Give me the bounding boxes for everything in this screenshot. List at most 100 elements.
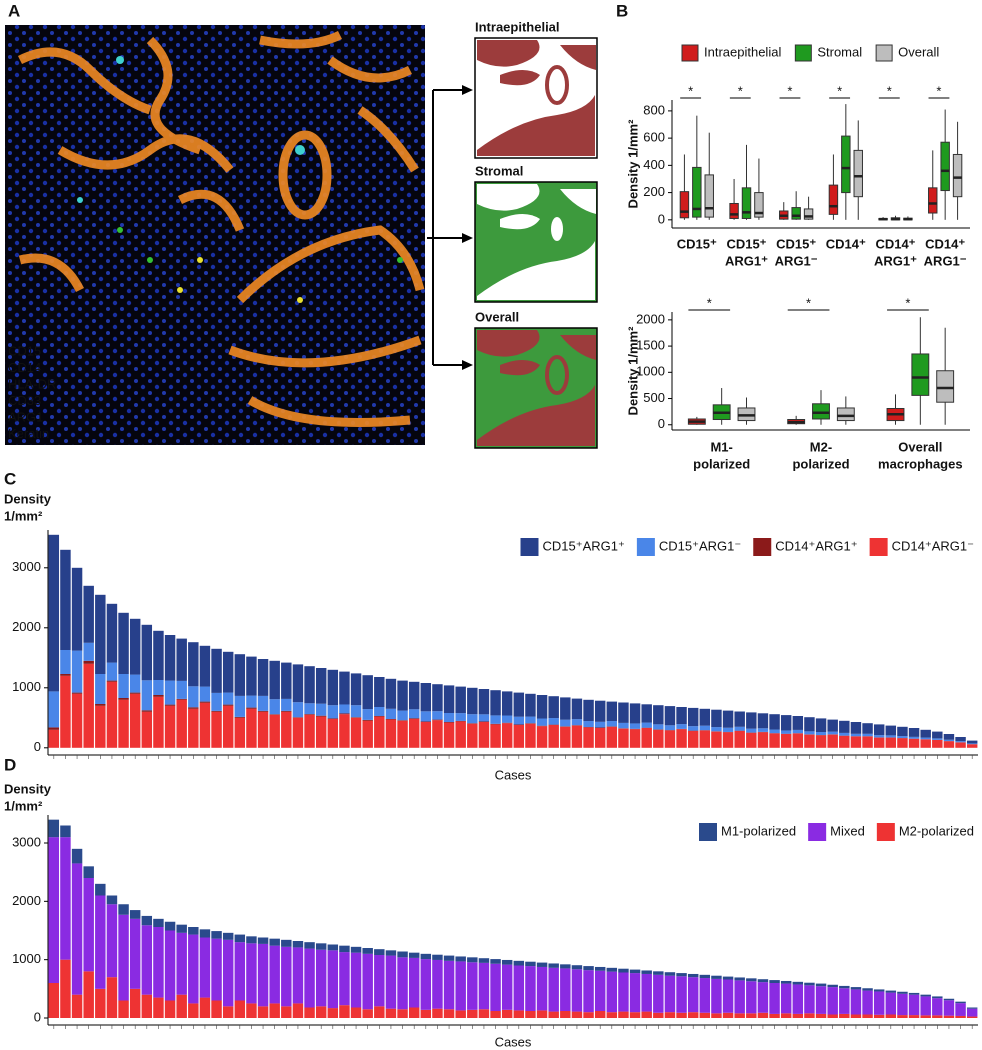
x-tick-label: ARG1⁻ bbox=[924, 253, 967, 268]
bar-segment bbox=[106, 680, 118, 682]
bar-segment bbox=[490, 723, 501, 725]
box bbox=[812, 403, 830, 420]
box bbox=[911, 353, 930, 396]
bar-segment bbox=[257, 943, 269, 1007]
bar-segment bbox=[490, 963, 501, 1011]
bar-segment bbox=[815, 735, 827, 748]
bar-segment bbox=[827, 984, 838, 988]
bar-segment bbox=[257, 1006, 269, 1018]
bar-segment bbox=[211, 711, 222, 748]
bar-segment bbox=[455, 686, 466, 714]
bar-segment bbox=[920, 1015, 931, 1018]
bar-segment bbox=[315, 716, 327, 748]
y-tick-label: 1500 bbox=[636, 338, 665, 353]
bar-segment bbox=[897, 736, 908, 739]
bar-segment bbox=[687, 977, 699, 1013]
legend-label: CD15⁺ARG1⁻ bbox=[659, 538, 741, 553]
bar-segment bbox=[687, 726, 699, 731]
box bbox=[803, 208, 814, 220]
bar-segment bbox=[525, 723, 536, 724]
bar-segment bbox=[699, 1012, 711, 1018]
legend-label: Overall bbox=[898, 44, 939, 59]
bar-segment bbox=[164, 704, 176, 706]
bar-segment bbox=[257, 711, 269, 748]
bar-segment bbox=[432, 711, 443, 720]
bar-segment bbox=[176, 680, 187, 699]
bar-segment bbox=[385, 719, 397, 748]
bar-segment bbox=[339, 945, 350, 953]
bar-segment bbox=[629, 703, 641, 724]
box bbox=[853, 149, 863, 198]
bar-segment bbox=[920, 729, 931, 738]
bar-segment bbox=[48, 534, 60, 692]
bar-segment bbox=[71, 567, 83, 651]
bar-segment bbox=[687, 731, 699, 748]
bar-segment bbox=[606, 721, 618, 727]
bar-segment bbox=[943, 998, 955, 1001]
legend-swatch bbox=[876, 823, 895, 841]
bar-segment bbox=[792, 981, 804, 985]
x-tick-label: macrophages bbox=[878, 456, 963, 471]
bar-segment bbox=[711, 978, 722, 1014]
bar-segment bbox=[83, 642, 94, 661]
bar-segment bbox=[490, 690, 501, 716]
bar-segment bbox=[385, 719, 397, 720]
bar-segment bbox=[490, 715, 501, 724]
bar-segment bbox=[478, 1009, 490, 1018]
bar-segment bbox=[873, 735, 885, 738]
bar-segment bbox=[385, 678, 397, 709]
bar-segment bbox=[246, 943, 257, 1004]
bar-segment bbox=[513, 965, 525, 1011]
bar-segment bbox=[118, 1000, 129, 1018]
y-tick-label: 200 bbox=[643, 184, 665, 199]
bar-segment bbox=[304, 948, 315, 1008]
bar-segment bbox=[746, 1013, 757, 1018]
bar-segment bbox=[548, 696, 559, 719]
bar-segment bbox=[966, 740, 978, 744]
bar-segment bbox=[536, 962, 548, 967]
bar-segment bbox=[269, 714, 280, 748]
bar-segment bbox=[839, 732, 850, 736]
bar-segment bbox=[862, 988, 873, 991]
bar-segment bbox=[199, 701, 211, 703]
bar-segment bbox=[60, 675, 71, 748]
bar-segment bbox=[153, 997, 164, 1018]
bar-segment bbox=[897, 1015, 908, 1018]
bar-segment bbox=[618, 968, 629, 973]
bar-segment bbox=[734, 726, 745, 731]
bar-segment bbox=[711, 727, 722, 732]
bar-segment bbox=[408, 718, 420, 719]
bar-segment bbox=[571, 1011, 583, 1018]
bar-segment bbox=[327, 718, 339, 719]
channel-label: HLA-DR bbox=[8, 376, 56, 391]
bar-segment bbox=[885, 737, 897, 748]
bar-segment bbox=[420, 953, 432, 960]
bar-segment bbox=[443, 1009, 455, 1018]
bar-segment bbox=[722, 976, 734, 980]
bar-segment bbox=[641, 1011, 652, 1018]
bar-segment bbox=[199, 937, 211, 998]
bar-segment bbox=[164, 635, 176, 681]
bar-segment bbox=[83, 971, 94, 1018]
bar-segment bbox=[153, 630, 164, 680]
bar-segment bbox=[653, 1012, 664, 1018]
bar-segment bbox=[188, 927, 199, 935]
bar-segment bbox=[257, 695, 269, 711]
bar-segment bbox=[443, 713, 455, 722]
bar-segment bbox=[862, 990, 873, 1015]
bar-segment bbox=[629, 729, 641, 748]
bar-segment bbox=[350, 717, 362, 748]
bar-segment bbox=[536, 1010, 548, 1018]
legend-label: Mixed bbox=[830, 823, 865, 838]
mask-title: Intraepithelial bbox=[475, 19, 560, 34]
bar-segment bbox=[908, 736, 920, 739]
bar-segment bbox=[815, 986, 827, 1014]
bar-segment bbox=[106, 904, 118, 978]
channel-label: Keratin bbox=[8, 426, 49, 441]
bar-segment bbox=[606, 701, 618, 722]
box bbox=[679, 191, 690, 219]
bar-segment bbox=[153, 695, 164, 697]
bar-segment bbox=[269, 660, 280, 700]
bar-segment bbox=[664, 725, 676, 731]
bar-segment bbox=[594, 721, 606, 728]
